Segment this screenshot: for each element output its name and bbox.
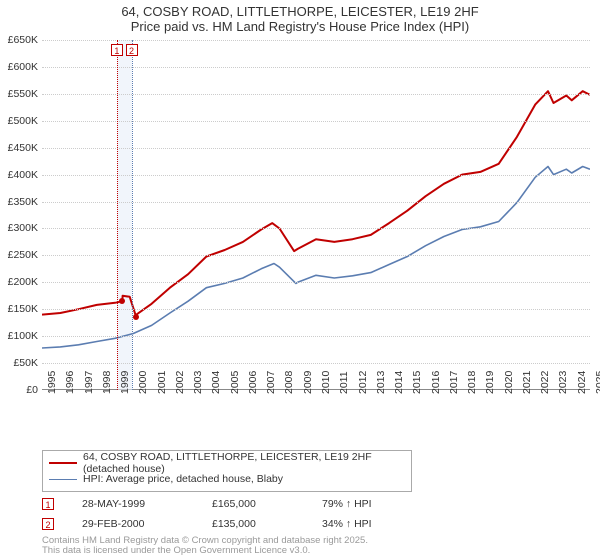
x-axis-label: 2000: [137, 371, 149, 394]
x-axis-label: 1999: [119, 371, 131, 394]
y-axis-label: £300K: [8, 222, 38, 234]
y-axis-label: £250K: [8, 249, 38, 261]
x-axis-label: 2005: [229, 371, 241, 394]
title-block: 64, COSBY ROAD, LITTLETHORPE, LEICESTER,…: [0, 0, 600, 36]
x-axis-label: 2024: [576, 371, 588, 394]
legend-swatch-property: [49, 462, 77, 464]
gridline: [42, 255, 590, 256]
gridline: [42, 336, 590, 337]
chart-container: 64, COSBY ROAD, LITTLETHORPE, LEICESTER,…: [0, 0, 600, 560]
y-axis-label: £350K: [8, 196, 38, 208]
y-axis-label: £200K: [8, 276, 38, 288]
x-axis-label: 2014: [393, 371, 405, 394]
gridline: [42, 121, 590, 122]
x-axis-label: 1998: [101, 371, 113, 394]
x-axis-label: 2009: [302, 371, 314, 394]
x-axis-label: 2010: [320, 371, 332, 394]
legend-label-property: 64, COSBY ROAD, LITTLETHORPE, LEICESTER,…: [83, 451, 405, 475]
y-axis-label: £400K: [8, 169, 38, 181]
sale-price-2: £135,000: [212, 518, 322, 530]
y-axis-label: £150K: [8, 303, 38, 315]
sale-date-1: 28-MAY-1999: [82, 498, 212, 510]
x-axis-label: 2012: [357, 371, 369, 394]
x-axis-label: 2008: [283, 371, 295, 394]
sale-vline: [132, 40, 133, 390]
x-axis-label: 2015: [411, 371, 423, 394]
legend-box: 64, COSBY ROAD, LITTLETHORPE, LEICESTER,…: [42, 450, 412, 492]
series-line-property: [42, 91, 590, 317]
x-axis-label: 2002: [174, 371, 186, 394]
title-subtitle: Price paid vs. HM Land Registry's House …: [0, 19, 600, 34]
series-line-hpi: [42, 167, 590, 349]
legend-swatch-hpi: [49, 479, 77, 480]
sale-marker-chart: 2: [126, 44, 138, 56]
x-axis-label: 2019: [484, 371, 496, 394]
sale-date-2: 29-FEB-2000: [82, 518, 212, 530]
y-axis-label: £100K: [8, 330, 38, 342]
x-axis-label: 2006: [247, 371, 259, 394]
sale-row-1: 1 28-MAY-1999 £165,000 79% ↑ HPI: [42, 494, 582, 514]
sale-dot: [119, 298, 125, 304]
x-axis-label: 2004: [210, 371, 222, 394]
line-series-svg: [42, 40, 590, 390]
x-axis-label: 2001: [156, 371, 168, 394]
x-axis-label: 2011: [338, 371, 350, 394]
y-axis-label: £450K: [8, 142, 38, 154]
x-axis-label: 2020: [503, 371, 515, 394]
sale-pct-1: 79% ↑ HPI: [322, 498, 442, 510]
sale-vline: [117, 40, 118, 390]
sale-price-1: £165,000: [212, 498, 322, 510]
legend-item-property: 64, COSBY ROAD, LITTLETHORPE, LEICESTER,…: [49, 455, 405, 471]
footer-line2: This data is licensed under the Open Gov…: [42, 546, 368, 556]
gridline: [42, 94, 590, 95]
sale-dot: [133, 314, 139, 320]
gridline: [42, 175, 590, 176]
gridline: [42, 228, 590, 229]
x-axis-label: 2025: [594, 371, 600, 394]
y-axis-label: £550K: [8, 88, 38, 100]
x-axis-label: 2023: [557, 371, 569, 394]
y-axis-label: £650K: [8, 34, 38, 46]
sale-marker-chart: 1: [111, 44, 123, 56]
gridline: [42, 148, 590, 149]
legend-label-hpi: HPI: Average price, detached house, Blab…: [83, 473, 283, 485]
x-axis-label: 1997: [83, 371, 95, 394]
sale-pct-2: 34% ↑ HPI: [322, 518, 442, 530]
footer-attribution: Contains HM Land Registry data © Crown c…: [42, 536, 368, 557]
gridline: [42, 40, 590, 41]
x-axis-label: 1995: [46, 371, 58, 394]
y-axis-label: £500K: [8, 115, 38, 127]
chart-area: £0£50K£100K£150K£200K£250K£300K£350K£400…: [42, 40, 590, 420]
x-axis-label: 2022: [539, 371, 551, 394]
x-axis-label: 2013: [375, 371, 387, 394]
y-axis-label: £50K: [13, 357, 38, 369]
x-axis-label: 2016: [430, 371, 442, 394]
gridline: [42, 363, 590, 364]
sale-marker-1: 1: [42, 498, 54, 510]
x-axis-label: 1996: [64, 371, 76, 394]
title-address: 64, COSBY ROAD, LITTLETHORPE, LEICESTER,…: [0, 4, 600, 19]
sale-rows: 1 28-MAY-1999 £165,000 79% ↑ HPI 2 29-FE…: [42, 494, 582, 534]
x-axis-label: 2021: [521, 371, 533, 394]
x-axis-label: 2007: [265, 371, 277, 394]
gridline: [42, 282, 590, 283]
plot-region: £0£50K£100K£150K£200K£250K£300K£350K£400…: [42, 40, 590, 390]
gridline: [42, 202, 590, 203]
y-axis-label: £600K: [8, 61, 38, 73]
gridline: [42, 309, 590, 310]
gridline: [42, 67, 590, 68]
y-axis-label: £0: [26, 384, 38, 396]
x-axis-label: 2018: [466, 371, 478, 394]
sale-marker-2: 2: [42, 518, 54, 530]
x-axis-label: 2017: [448, 371, 460, 394]
x-axis-label: 2003: [192, 371, 204, 394]
sale-row-2: 2 29-FEB-2000 £135,000 34% ↑ HPI: [42, 514, 582, 534]
